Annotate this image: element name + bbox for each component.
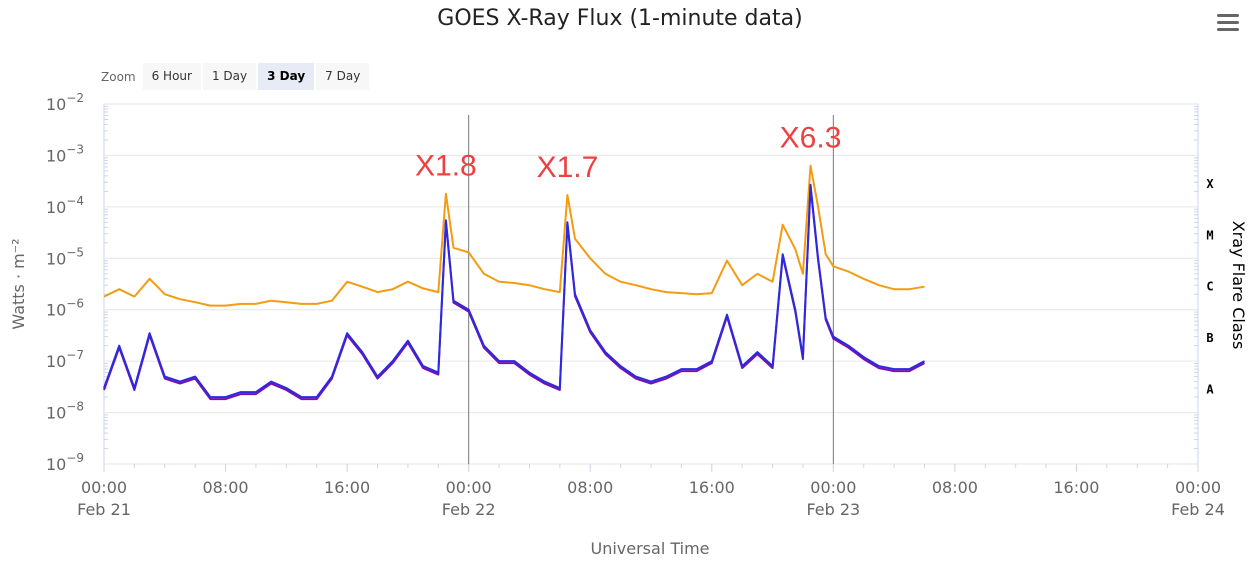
long-channel-line [103, 164, 925, 307]
y-tick-exponent: −3 [66, 142, 84, 156]
y-tick-label: 10−5 [46, 245, 84, 268]
y-tick-base: 10 [46, 95, 66, 114]
x-tick-label: 08:00 [567, 478, 613, 497]
y-tick-label: 10−4 [46, 194, 84, 217]
flare-class-label: B [1206, 331, 1213, 345]
flare-annotation: X1.8 [415, 150, 477, 183]
short-channel-line [103, 183, 925, 399]
y-tick-exponent: −5 [66, 245, 84, 259]
y-tick-base: 10 [46, 146, 66, 165]
y-tick-base: 10 [46, 198, 66, 217]
menu-bar [1217, 28, 1239, 31]
x-tick-label: 08:00 [932, 478, 978, 497]
x-tick-label: 00:00 [446, 478, 492, 497]
right-axis-title: Xray Flare Class [1229, 221, 1248, 350]
zoom-label: Zoom [101, 69, 136, 84]
short-channel-line-alt [103, 185, 925, 401]
label-layer: X1.8 X1.7 X6.3 X M C B A Universal Time Watts · m… [9, 122, 1248, 558]
y-tick-label: 10−7 [46, 348, 84, 371]
x-axis-title: Universal Time [590, 539, 709, 558]
x-tick-label: 16:00 [1053, 478, 1099, 497]
y-tick-label: 10−8 [46, 400, 84, 423]
flare-class-label: C [1206, 280, 1213, 294]
y-tick-base: 10 [46, 301, 66, 320]
flare-class-label: A [1206, 383, 1214, 397]
chart-title: GOES X-Ray Flux (1-minute data) [437, 6, 803, 31]
hamburger-menu-icon[interactable] [1216, 14, 1240, 34]
menu-bar [1217, 21, 1239, 24]
series-layer [103, 164, 925, 401]
y-tick-base: 10 [46, 404, 66, 423]
y-tick-exponent: −4 [66, 194, 84, 208]
zoom-bar: Zoom 6 Hour 1 Day 3 Day 7 Day [101, 63, 371, 90]
y-tick-exponent: −8 [66, 400, 84, 414]
flare-annotation: X1.7 [537, 151, 599, 184]
y-tick-base: 10 [46, 249, 66, 268]
zoom-6-hour-button[interactable]: 6 Hour [142, 63, 201, 90]
x-tick-label: 16:00 [324, 478, 370, 497]
y-tick-exponent: −9 [66, 451, 84, 465]
y-tick-label: 10−2 [46, 91, 84, 114]
x-tick-date: Feb 24 [1171, 500, 1225, 519]
y-tick-label: 10−9 [46, 451, 84, 474]
y-axis-title: Watts · m⁻² [9, 238, 28, 329]
y-tick-base: 10 [46, 455, 66, 474]
x-tick-label: 00:00 [810, 478, 856, 497]
x-tick-label: 00:00 [81, 478, 127, 497]
flare-annotation: X6.3 [780, 122, 842, 155]
menu-bar [1217, 14, 1239, 17]
axis-layer: 10−910−810−710−610−510−410−310−200:00Feb… [46, 91, 1225, 519]
y-tick-label: 10−6 [46, 297, 84, 320]
plot-frame [103, 103, 1199, 465]
zoom-7-day-button[interactable]: 7 Day [316, 63, 370, 90]
y-tick-exponent: −6 [66, 297, 84, 311]
x-tick-date: Feb 22 [442, 500, 496, 519]
y-tick-label: 10−3 [46, 142, 84, 165]
y-tick-base: 10 [46, 352, 66, 371]
x-tick-label: 00:00 [1175, 478, 1221, 497]
zoom-1-day-button[interactable]: 1 Day [202, 63, 257, 90]
y-tick-exponent: −2 [66, 91, 84, 105]
flare-class-label: X [1206, 177, 1214, 191]
x-tick-label: 16:00 [689, 478, 735, 497]
zoom-3-day-button[interactable]: 3 Day [258, 63, 315, 90]
y-tick-exponent: −7 [66, 348, 84, 362]
x-tick-label: 08:00 [203, 478, 249, 497]
x-tick-date: Feb 21 [77, 500, 131, 519]
grid-layer [103, 103, 1199, 465]
flare-class-label: M [1206, 228, 1213, 242]
x-tick-date: Feb 23 [806, 500, 860, 519]
